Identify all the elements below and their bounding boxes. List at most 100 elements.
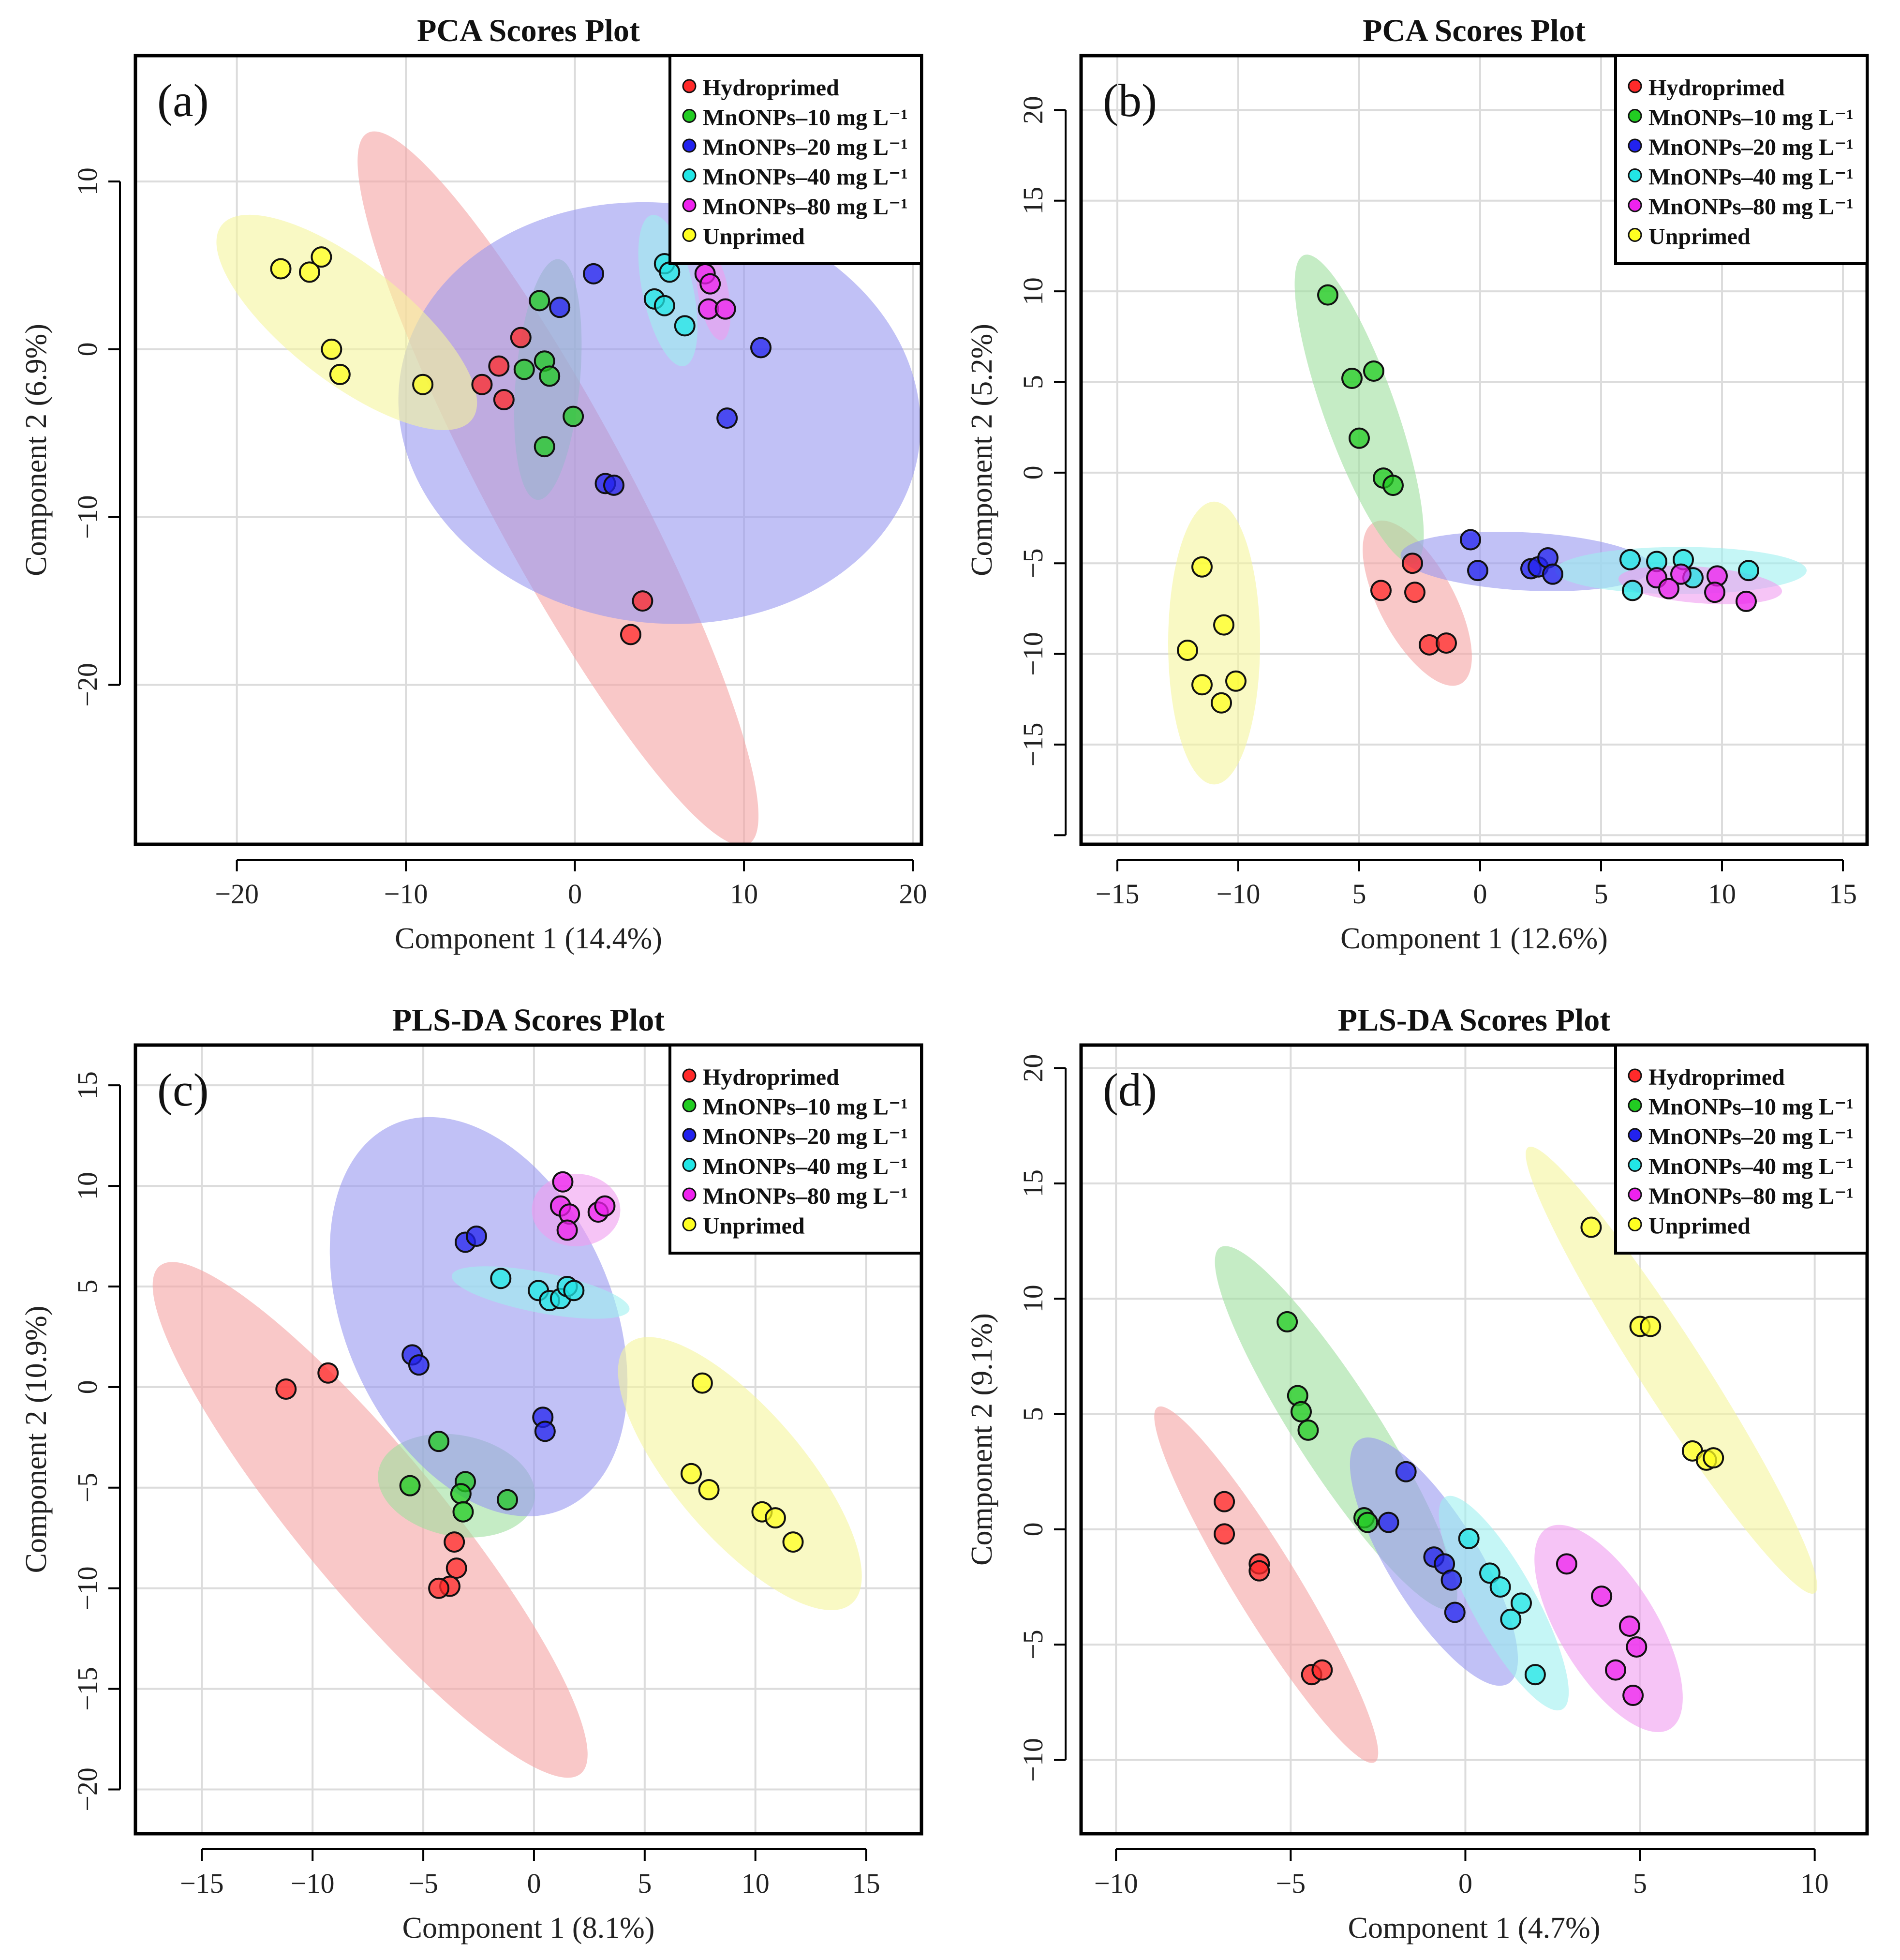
legend-label: MnONPs–40 mg L⁻¹	[703, 165, 908, 190]
panel-label: (c)	[157, 1064, 209, 1116]
x-tick-label: 10	[1708, 878, 1736, 910]
y-tick-label: 10	[72, 1172, 103, 1200]
data-point	[1580, 1216, 1602, 1238]
data-point	[1500, 1608, 1522, 1630]
legend-marker	[1628, 198, 1642, 212]
chart-title: PCA Scores Plot	[417, 13, 640, 48]
legend-label: MnONPs–10 mg L⁻¹	[1648, 105, 1854, 131]
data-point	[493, 389, 515, 410]
chart-title: PCA Scores Plot	[1363, 13, 1586, 48]
data-point	[1622, 580, 1643, 601]
data-point	[412, 374, 434, 395]
x-tick-label: 15	[852, 1868, 880, 1899]
plot-frame	[134, 54, 923, 846]
data-point	[1317, 284, 1338, 306]
data-point	[329, 363, 351, 385]
data-point	[714, 298, 736, 320]
data-point	[298, 261, 320, 283]
ellipse-3	[1439, 1496, 1569, 1711]
data-point	[450, 1483, 472, 1505]
y-tick-label: 5	[1017, 375, 1049, 389]
data-point	[1378, 1511, 1399, 1533]
data-point	[1640, 1316, 1662, 1337]
legend-marker	[1628, 138, 1642, 153]
y-tick-label: −15	[1017, 723, 1049, 767]
data-point	[549, 297, 571, 318]
legend-marker	[1628, 1158, 1642, 1172]
legend-marker	[682, 1068, 697, 1083]
data-point	[1467, 560, 1488, 582]
x-tick-label: −10	[1217, 878, 1261, 910]
legend-marker	[682, 228, 697, 242]
y-tick-label: 20	[1017, 96, 1049, 124]
y-axis-label: Component 2 (9.1%)	[965, 1313, 998, 1566]
data-point	[1363, 360, 1384, 382]
legend-label: Hydroprimed	[703, 75, 839, 101]
panel-d: −10 −5 0 5 10 −10 −5 0 5 10 15 20 PLS-DA Scores Plot…	[965, 1002, 1869, 1945]
y-tick-label: −15	[72, 1667, 103, 1711]
legend-label: MnONPs–10 mg L⁻¹	[703, 1094, 908, 1120]
data-point	[1670, 563, 1692, 585]
legend-marker	[682, 79, 697, 93]
points	[275, 1171, 804, 1599]
legend-marker	[682, 1158, 697, 1172]
data-point	[399, 1475, 421, 1496]
panel-label: (a)	[157, 75, 209, 126]
x-tick-label: −10	[384, 878, 428, 910]
data-point	[1704, 582, 1725, 603]
data-point	[1458, 1527, 1480, 1549]
data-point	[445, 1557, 467, 1579]
data-point	[270, 258, 292, 280]
legend-label: MnONPs–80 mg L⁻¹	[703, 194, 908, 220]
x-tick-label: −10	[1094, 1868, 1138, 1899]
panel-b: −15 −10 5 0 5 10 15 −15 −10 −5 0 5 10 15 20 PCA Scores …	[965, 13, 1869, 955]
data-point	[691, 1372, 713, 1394]
x-tick-label: 10	[1801, 1868, 1829, 1899]
x-tick-label: −20	[215, 878, 259, 910]
data-point	[1404, 582, 1425, 603]
data-point	[653, 295, 675, 316]
panel-a: −20 −10 0 10 20 −20 −10 0 10 PCA Scores Plot Compo…	[20, 13, 927, 955]
y-tick-label: 5	[1017, 1407, 1049, 1421]
data-point	[698, 1479, 720, 1500]
legend-box	[668, 54, 923, 265]
data-point	[1542, 563, 1563, 585]
points	[1214, 1216, 1724, 1706]
data-point	[317, 1362, 339, 1384]
y-tick-label: 5	[72, 1279, 103, 1293]
legend-label: MnONPs–80 mg L⁻¹	[1648, 194, 1854, 220]
y-axis-label: Component 2 (5.2%)	[965, 324, 998, 576]
data-point	[1402, 553, 1423, 574]
data-point	[1191, 556, 1213, 578]
data-point	[659, 261, 681, 283]
legend-marker	[682, 198, 697, 212]
x-tick-label: 10	[730, 878, 758, 910]
data-point	[513, 359, 535, 380]
ellipse-5	[618, 1337, 862, 1610]
ellipse-4	[1534, 1525, 1683, 1733]
y-tick-label: −10	[1017, 632, 1049, 676]
data-point	[529, 290, 550, 312]
ellipses	[1168, 254, 1807, 785]
legend-marker	[1628, 1217, 1642, 1231]
data-point	[1626, 1636, 1648, 1658]
x-tick-label: −10	[291, 1868, 335, 1899]
x-tick-label: −5	[408, 1868, 438, 1899]
x-tick-label: 5	[638, 1868, 652, 1899]
y-tick-label: −20	[72, 1767, 103, 1811]
data-point	[603, 474, 624, 496]
data-point	[1370, 580, 1392, 601]
data-point	[1738, 560, 1759, 582]
legend-label: MnONPs–80 mg L⁻¹	[703, 1183, 908, 1209]
panel-label: (d)	[1103, 1064, 1157, 1116]
legend-box	[668, 1044, 923, 1255]
legend-label: Unprimed	[703, 224, 805, 250]
y-tick-label: 0	[1017, 465, 1049, 479]
legend-label: Unprimed	[1648, 1213, 1751, 1239]
data-point	[311, 246, 332, 268]
ellipse-2	[398, 202, 921, 624]
legend-label: MnONPs–20 mg L⁻¹	[703, 1124, 908, 1150]
legend-label: MnONPs–20 mg L⁻¹	[703, 135, 908, 160]
legend-label: MnONPs–40 mg L⁻¹	[1648, 1154, 1854, 1180]
x-axis-label: Component 1 (14.4%)	[395, 922, 662, 955]
